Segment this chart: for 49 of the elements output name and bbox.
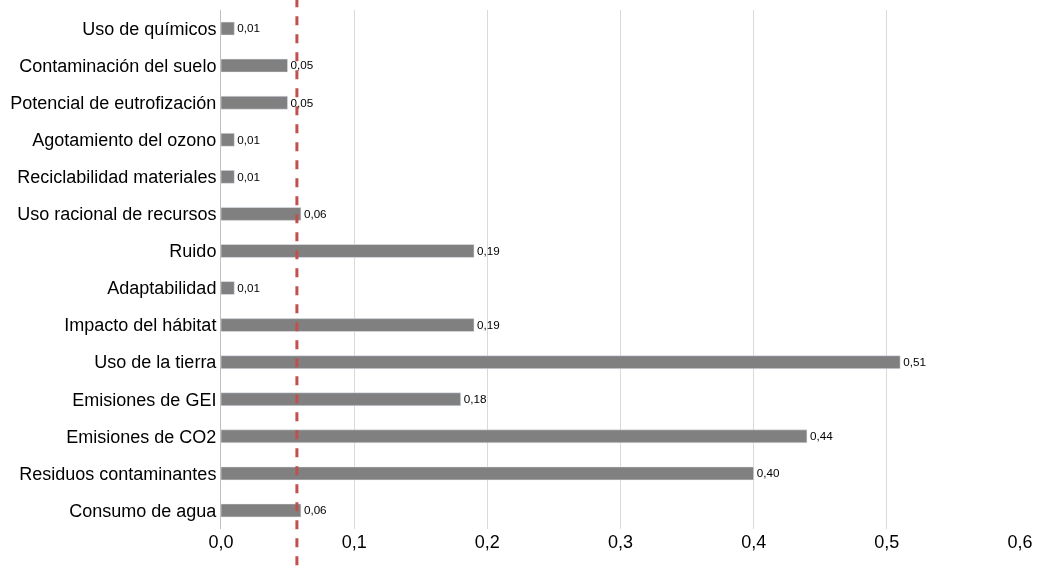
y-tick-label: Ruido [169,241,217,262]
y-tick-label: Residuos contaminantes [19,463,217,484]
data-label: 0,44 [809,429,834,443]
bar [221,392,461,406]
data-label: 0,06 [303,503,327,517]
y-tick-label: Uso de la tierra [94,352,218,373]
bar [221,318,475,332]
bar [221,58,288,73]
bar [221,170,235,184]
data-label: 0,51 [903,355,926,369]
data-label: 0,01 [237,169,261,183]
bar [221,503,302,518]
data-label: 0,40 [756,466,780,480]
bar [221,466,754,481]
data-label: 0,18 [463,392,487,406]
bar [221,244,475,258]
data-label: 0,19 [477,318,500,331]
data-label: 0,05 [290,58,314,72]
y-tick-label: Emisiones de CO2 [66,426,217,447]
x-tick-label: 0,4 [741,532,767,552]
x-tick-label: 0,6 [1007,532,1033,552]
y-tick-label: Emisiones de GEI [72,389,217,410]
bar [221,207,302,221]
bar [221,95,288,110]
data-label: 0,06 [303,206,327,220]
y-tick-label: Uso de químicos [82,18,217,39]
y-tick-label: Adaptabilidad [107,278,217,299]
y-tick-label: Agotamiento del ozono [32,130,217,151]
y-tick-label: Impacto del hábitat [64,315,217,336]
y-tick-label: Uso racional de recursos [17,204,217,225]
data-label: 0,01 [237,132,261,146]
y-tick-label: Reciclabilidad materiales [17,167,217,188]
data-label: 0,01 [237,21,261,35]
data-label: 0,05 [290,95,314,109]
bar [221,21,235,36]
bar [221,281,235,295]
x-tick-label: 0,5 [874,532,900,552]
y-tick-label: Consumo de agua [69,500,218,521]
bar [221,133,235,147]
y-tick-label: Potencial de eutrofización [10,92,217,113]
data-label: 0,19 [477,243,500,257]
bar [221,429,808,444]
y-tick-label: Contaminación del suelo [19,55,217,76]
x-tick-label: 0,3 [607,532,634,552]
x-tick-label: 0,0 [208,532,234,552]
data-label: 0,01 [237,280,261,294]
x-tick-label: 0,1 [341,532,367,552]
bar [221,355,901,369]
x-tick-label: 0,2 [474,532,500,552]
